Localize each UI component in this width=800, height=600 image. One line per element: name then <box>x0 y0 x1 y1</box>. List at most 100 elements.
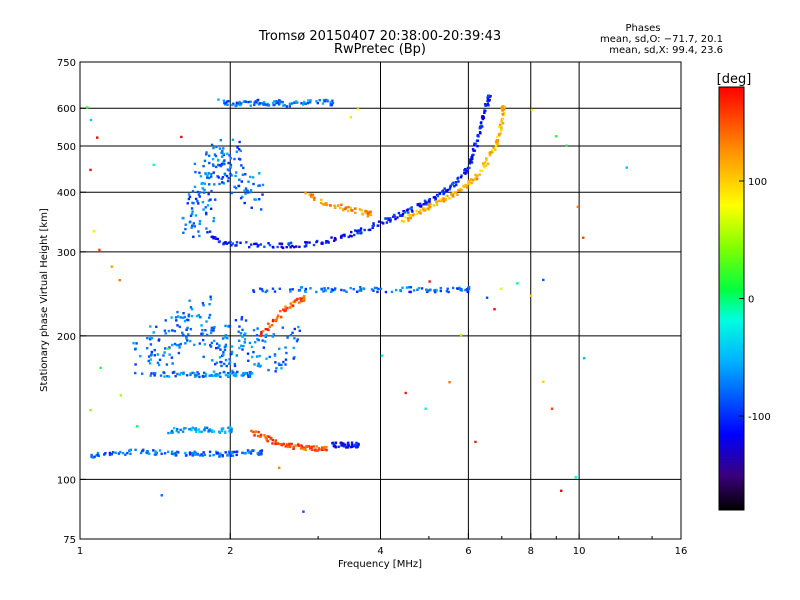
data-point <box>357 231 360 235</box>
data-point <box>235 354 239 357</box>
data-point <box>211 359 214 362</box>
data-point <box>250 206 253 209</box>
data-point <box>153 354 156 357</box>
data-point <box>465 169 468 173</box>
data-point <box>462 184 465 188</box>
data-point <box>185 374 189 377</box>
data-point <box>434 290 437 294</box>
data-point <box>198 219 202 223</box>
data-point <box>498 133 501 137</box>
data-point <box>255 242 258 245</box>
data-point <box>241 328 244 332</box>
data-point <box>188 451 192 454</box>
data-point <box>218 147 222 150</box>
data-point <box>281 246 285 250</box>
data-point <box>451 182 455 185</box>
x-tick-label: 6 <box>465 546 471 557</box>
data-point <box>458 286 461 290</box>
data-point <box>257 453 261 456</box>
data-point <box>406 216 410 220</box>
data-point <box>194 427 197 430</box>
data-point <box>212 219 215 223</box>
data-point <box>240 180 244 183</box>
data-point <box>163 375 166 378</box>
data-point <box>302 102 306 105</box>
data-point <box>215 145 218 149</box>
data-point <box>237 157 241 161</box>
data-point <box>264 436 267 439</box>
data-point <box>159 374 163 377</box>
data-point <box>478 173 481 176</box>
data-point <box>266 440 270 443</box>
data-point <box>230 350 234 354</box>
data-point <box>210 329 213 332</box>
data-point <box>450 193 453 196</box>
data-point <box>176 315 180 318</box>
data-point <box>560 489 563 493</box>
data-point <box>221 181 224 184</box>
data-point <box>178 343 181 347</box>
data-point <box>371 224 374 228</box>
y-tick-label: 600 <box>57 104 76 115</box>
data-point <box>439 286 442 290</box>
data-point <box>223 162 226 166</box>
data-point <box>342 207 345 211</box>
data-point <box>222 242 225 246</box>
data-point <box>456 287 459 290</box>
data-point <box>478 125 482 129</box>
data-point <box>387 218 390 222</box>
data-point <box>252 290 256 293</box>
data-points <box>86 94 628 513</box>
data-point <box>342 444 346 447</box>
data-point <box>288 105 292 108</box>
data-point <box>304 102 307 106</box>
data-point <box>306 101 310 105</box>
data-point <box>246 191 250 194</box>
data-point <box>228 362 231 365</box>
data-point <box>256 452 259 455</box>
data-point <box>244 332 247 335</box>
data-point <box>320 242 323 245</box>
data-point <box>232 371 235 374</box>
data-point <box>286 336 289 339</box>
data-point <box>204 329 207 332</box>
data-point <box>320 287 323 291</box>
data-point <box>239 344 243 347</box>
data-point <box>249 100 252 103</box>
data-point <box>189 373 192 377</box>
data-point <box>276 245 279 249</box>
data-point <box>324 241 328 244</box>
data-point <box>250 355 254 359</box>
data-point <box>257 430 260 434</box>
data-point <box>229 454 232 458</box>
data-point <box>220 162 224 166</box>
data-point <box>157 363 161 367</box>
data-point <box>239 241 242 245</box>
data-point <box>471 148 475 151</box>
data-point <box>393 215 396 218</box>
data-point <box>156 361 160 365</box>
data-point <box>238 140 241 144</box>
data-point <box>241 195 244 198</box>
data-point <box>213 198 217 201</box>
data-point <box>223 348 227 352</box>
data-point <box>160 452 163 455</box>
data-point <box>231 454 235 457</box>
data-point <box>258 354 261 358</box>
data-point <box>275 318 278 321</box>
data-point <box>231 451 234 454</box>
data-point <box>222 160 225 164</box>
data-point <box>469 178 473 181</box>
data-point <box>333 204 336 207</box>
data-point <box>326 99 329 102</box>
data-point <box>439 289 442 293</box>
data-point <box>265 357 268 360</box>
data-point <box>308 241 311 244</box>
data-point <box>292 447 295 451</box>
data-point <box>208 454 212 457</box>
data-point <box>473 149 477 152</box>
data-point <box>247 375 250 379</box>
data-point <box>293 300 297 304</box>
data-point <box>303 245 307 248</box>
colorbar-ticks: 100 0 -100 <box>739 177 771 423</box>
